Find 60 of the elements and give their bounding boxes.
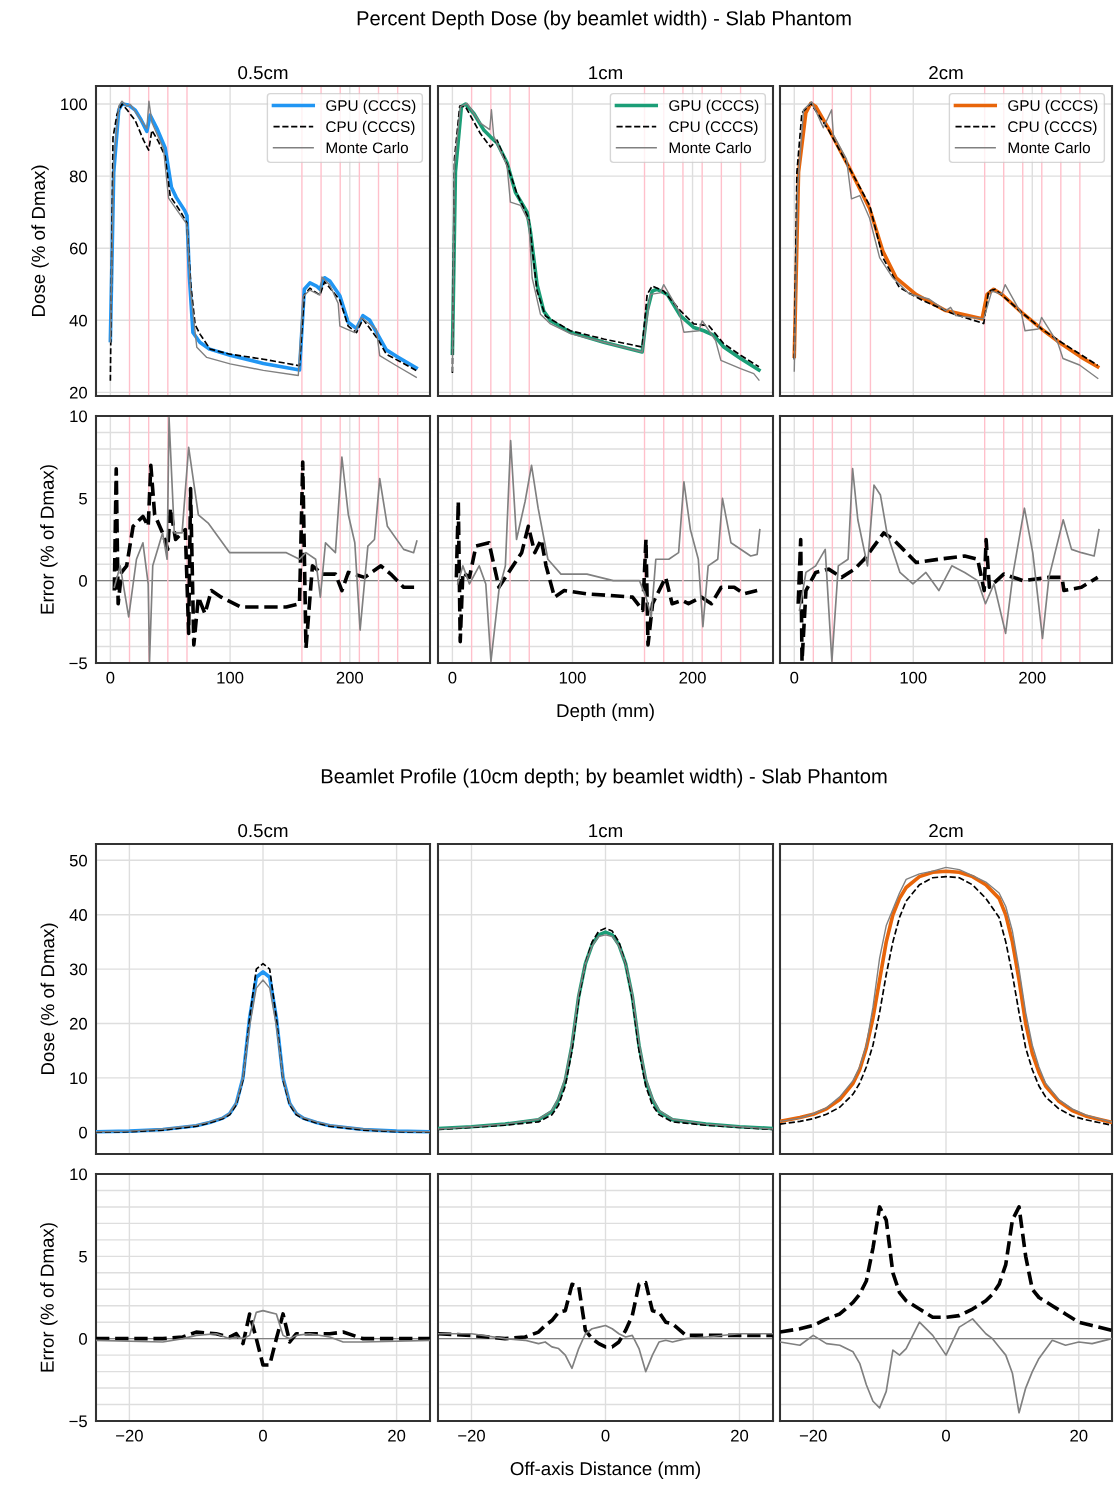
x-tick-label: −20: [116, 1429, 143, 1442]
legend-label: CPU (CCCS): [326, 120, 415, 136]
y-tick-label: 20: [69, 386, 88, 399]
y-tick-label: 30: [69, 963, 88, 976]
x-tick-label: 0: [448, 671, 457, 684]
legend-label: CPU (CCCS): [669, 120, 758, 136]
x-tick-label: −20: [799, 1429, 827, 1442]
y-tick-label: 10: [70, 1168, 88, 1181]
chart-title: 0.5cm: [238, 823, 288, 838]
x-tick-label: 20: [731, 1429, 749, 1442]
y-tick-label: −5: [69, 1415, 87, 1428]
chart-title: 2cm: [929, 65, 963, 80]
x-axis-title: Depth (mm): [557, 703, 654, 722]
y-tick-label: 0: [79, 1333, 88, 1345]
y-axis-title: Error (% of Dmax): [40, 1223, 58, 1372]
y-tick-label: 50: [69, 854, 88, 867]
y-tick-label: −5: [69, 657, 87, 670]
legend-label: Monte Carlo: [669, 141, 752, 154]
y-tick-label: 10: [70, 410, 88, 423]
chart-title: 0.5cm: [238, 65, 288, 80]
y-tick-label: 5: [79, 1250, 87, 1263]
x-tick-label: 200: [679, 671, 706, 684]
y-tick-label: 60: [69, 242, 88, 255]
legend-label: GPU (CCCS): [326, 99, 416, 114]
y-tick-label: 20: [69, 1017, 88, 1030]
x-tick-label: 20: [388, 1429, 406, 1442]
x-tick-label: 20: [1070, 1429, 1088, 1442]
x-tick-label: 100: [559, 671, 586, 684]
y-tick-label: 40: [69, 909, 88, 921]
legend-label: GPU (CCCS): [669, 99, 759, 114]
y-axis-title: Dose (% of Dmax): [40, 923, 59, 1075]
x-tick-label: 200: [336, 671, 364, 684]
chart-title: 2cm: [929, 823, 963, 838]
x-tick-label: 0: [106, 671, 115, 684]
x-axis-title: Off-axis Distance (mm): [510, 1461, 701, 1480]
y-tick-label: 40: [69, 314, 88, 327]
x-tick-label: 0: [942, 1429, 950, 1442]
chart-title: 1cm: [589, 824, 622, 838]
y-tick-label: 0: [79, 575, 88, 587]
legend-label: Monte Carlo: [1008, 141, 1091, 154]
x-tick-label: 0: [790, 671, 799, 684]
text: Percent Depth Dose (by beamlet width) - Slab Phantom: [357, 10, 851, 30]
legend-label: Monte Carlo: [326, 141, 409, 154]
y-axis-title: Error (% of Dmax): [40, 465, 58, 614]
legend-label: CPU (CCCS): [1008, 120, 1097, 136]
x-tick-label: 0: [259, 1429, 267, 1442]
y-tick-label: 100: [61, 98, 88, 111]
y-tick-label: 80: [69, 170, 88, 183]
x-tick-label: 100: [217, 671, 244, 684]
x-tick-label: 100: [900, 671, 927, 684]
x-tick-label: 0: [601, 1429, 610, 1442]
chart-title: 1cm: [589, 66, 622, 80]
y-tick-label: 0: [79, 1126, 88, 1139]
legend-label: GPU (CCCS): [1008, 99, 1098, 114]
y-tick-label: 5: [79, 492, 87, 505]
text: Beamlet Profile (10cm depth; by beamlet width) - Slab Phantom: [321, 768, 887, 788]
x-tick-label: −20: [458, 1429, 485, 1442]
x-tick-label: 200: [1019, 671, 1046, 684]
y-axis-title: Dose (% of Dmax): [31, 165, 49, 317]
y-tick-label: 10: [70, 1072, 88, 1085]
